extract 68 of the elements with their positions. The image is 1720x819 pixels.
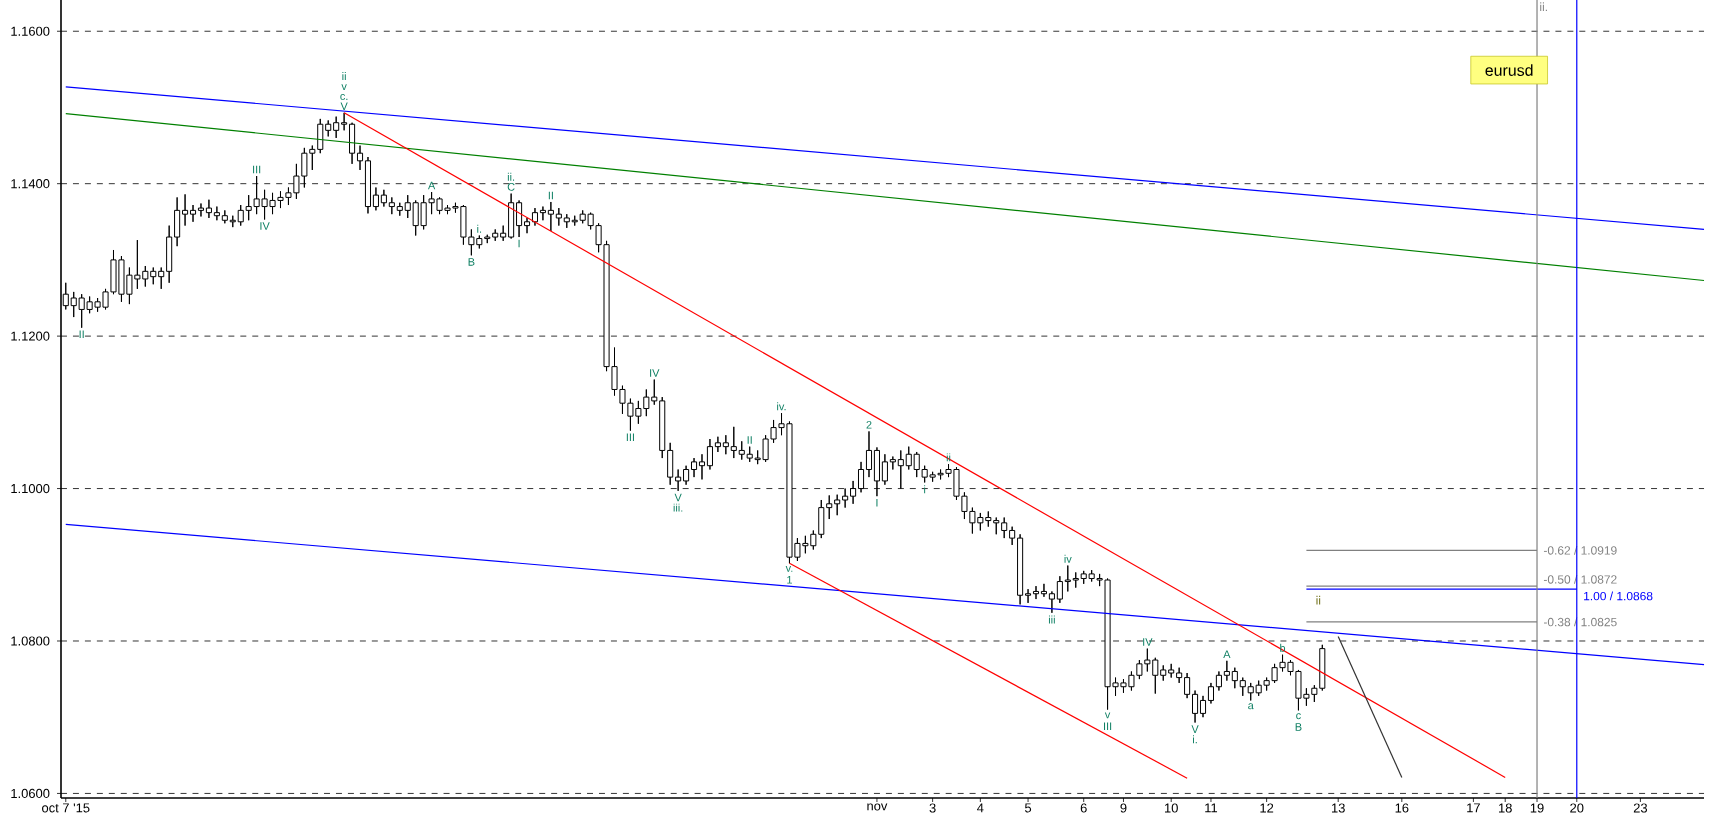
annotation: II	[747, 436, 752, 444]
x-tick-label: 3	[929, 803, 936, 813]
annotation: V	[340, 102, 348, 110]
annotation: A	[1223, 650, 1231, 659]
annotation: b	[1280, 643, 1286, 652]
annotation: V	[674, 493, 682, 502]
annotation: iv.	[777, 402, 786, 411]
annotation: IV	[260, 222, 270, 230]
x-tick-label: 16	[1395, 803, 1409, 813]
annotation: ii	[342, 72, 346, 80]
annotation: iv	[1064, 554, 1072, 563]
x-tick-label: 9	[1120, 803, 1127, 813]
annotation: v	[1104, 712, 1111, 719]
x-tick-label: nov	[867, 803, 888, 811]
x-tick-label: 18	[1499, 803, 1512, 813]
annotation: iii.	[673, 503, 683, 512]
x-tick-label: 11	[1205, 803, 1218, 813]
series-label: -0.50 / 1.0872	[1543, 574, 1617, 584]
x-tick-label: oct 7 '15	[42, 803, 90, 813]
annotation: IV	[1143, 638, 1153, 646]
annotation: i.	[477, 224, 482, 233]
annotation: a	[1248, 703, 1254, 710]
annotation: v	[341, 84, 347, 90]
annotation: 2	[866, 420, 872, 429]
x-tick-label: 17	[1467, 803, 1480, 813]
annotation: ii	[946, 453, 951, 462]
annotation: 1	[787, 576, 792, 584]
ref-line-label: ii.	[1540, 2, 1547, 12]
series-label: -0.62 / 1.0919	[1543, 545, 1617, 555]
x-tick-label: 12	[1260, 803, 1274, 813]
y-tick-label: 1.0800	[11, 636, 50, 646]
annotation: i	[924, 485, 926, 494]
y-tick-label: 1.1400	[11, 179, 50, 189]
x-tick-label: 5	[1024, 803, 1032, 813]
annotation: III	[253, 165, 261, 174]
annotation: III	[1104, 722, 1112, 730]
annotation: c	[1296, 713, 1301, 720]
annotation: eurusd	[1485, 64, 1533, 76]
y-tick-label: 1.1000	[11, 483, 50, 494]
series-label: -0.38 / 1.0825	[1543, 617, 1617, 627]
annotation: I	[518, 239, 520, 248]
x-tick-label: 13	[1332, 803, 1345, 813]
y-tick-label: 1.1600	[11, 26, 50, 36]
x-tick-label: 6	[1080, 803, 1087, 813]
x-tick-label: 23	[1633, 803, 1648, 813]
y-tick-label: 1.0600	[11, 788, 50, 799]
annotation: ii.	[507, 172, 515, 181]
annotation: C	[507, 183, 515, 191]
annotation: B	[468, 258, 475, 266]
annotation: I	[876, 498, 878, 507]
annotation: A	[427, 181, 436, 190]
x-tick-label: 20	[1570, 803, 1584, 813]
y-tick-label: 1.1200	[11, 331, 50, 341]
annotation: ii	[1316, 595, 1321, 605]
annotation: v.	[785, 566, 793, 572]
annotation: II	[79, 330, 84, 339]
x-tick-label: 19	[1530, 803, 1544, 813]
annotation: II	[548, 191, 553, 200]
x-tick-label: 4	[977, 803, 984, 813]
x-tick-label: 10	[1164, 803, 1178, 813]
series-label: 1.00 / 1.0868	[1584, 591, 1653, 601]
annotation: IV	[650, 369, 660, 377]
annotation: V	[1191, 725, 1199, 733]
annotation: i.	[1193, 735, 1197, 744]
annotation: iii	[1048, 615, 1055, 624]
annotation: c.	[340, 93, 348, 100]
annotation: III	[626, 433, 634, 441]
annotation: B	[1295, 723, 1302, 731]
